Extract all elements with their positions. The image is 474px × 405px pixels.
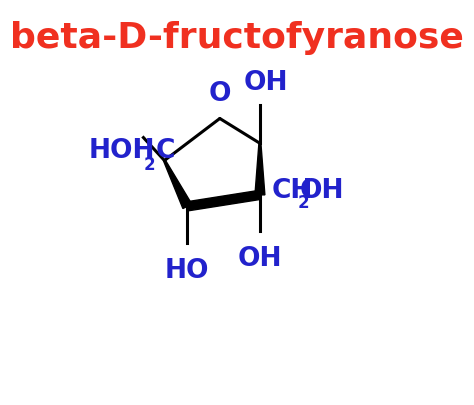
Text: OH: OH bbox=[237, 246, 282, 273]
Text: OH: OH bbox=[243, 70, 288, 96]
Text: HOH: HOH bbox=[88, 138, 155, 164]
Polygon shape bbox=[255, 143, 265, 195]
Polygon shape bbox=[187, 190, 261, 211]
Text: 2: 2 bbox=[143, 156, 155, 175]
Text: O: O bbox=[209, 81, 231, 107]
Text: C: C bbox=[156, 138, 175, 164]
Text: CH: CH bbox=[272, 178, 313, 204]
Text: beta-D-fructofyranose: beta-D-fructofyranose bbox=[10, 21, 464, 55]
Polygon shape bbox=[164, 160, 192, 209]
Text: 2: 2 bbox=[297, 194, 309, 211]
Text: OH: OH bbox=[300, 178, 345, 204]
Text: HO: HO bbox=[165, 258, 210, 284]
